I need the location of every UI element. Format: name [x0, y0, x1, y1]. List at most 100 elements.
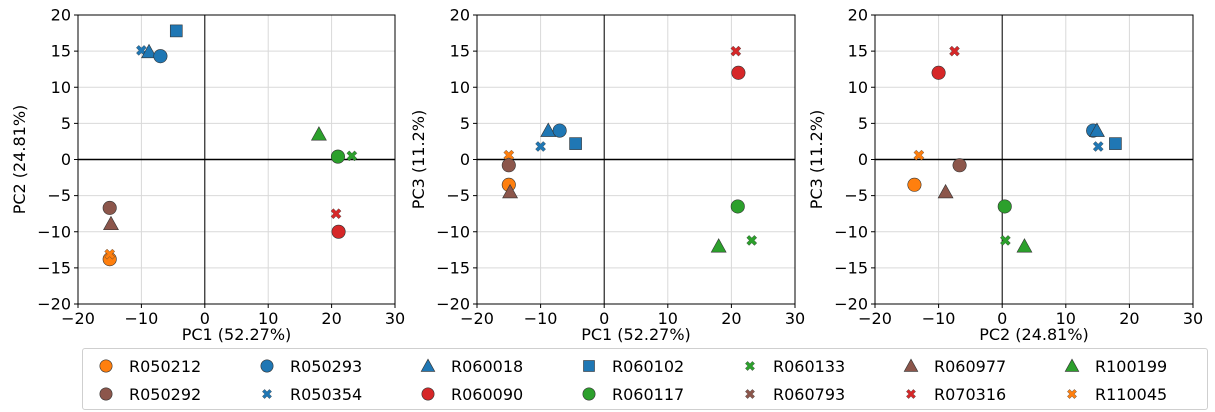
legend-label: R100199	[1095, 356, 1168, 376]
data-point-r060090	[331, 224, 346, 239]
legend-marker-shape	[420, 358, 436, 372]
data-point-r060090	[931, 65, 946, 80]
legend-marker-shape	[745, 389, 755, 399]
data-point-r060977	[937, 183, 954, 199]
y-tick-label: −15	[436, 258, 470, 277]
data-point-r060102	[169, 24, 183, 38]
data-point-r060117	[730, 199, 745, 214]
y-tick-label: 15	[848, 42, 868, 61]
y-tick-label: 10	[51, 78, 71, 97]
legend-label: R110045	[1095, 384, 1168, 404]
legend-label: R050354	[290, 384, 363, 404]
legend-marker-circle-icon	[582, 387, 596, 401]
data-point-r060018	[1089, 122, 1105, 137]
data-point-r100199	[1016, 238, 1033, 253]
legend-marker-shape	[260, 359, 274, 373]
x-tick-label: 20	[1119, 309, 1139, 328]
legend-marker-circle-icon	[260, 359, 274, 373]
y-tick-label: −15	[37, 258, 71, 277]
y-tick-label: 10	[450, 78, 470, 97]
data-point-r050293	[153, 49, 168, 64]
x-tick-label: 0	[200, 309, 210, 328]
scatter-panel-1: −20 −10 0 10 20 30 −20 −15 −10 −5 0 5 10 15 20 PC1 (52.…	[10, 6, 405, 345]
y-tick-label: 15	[450, 42, 470, 61]
scatter-panel-3: −20 −10 0 10 20 30 −20 −15 −10 −5 0 5 10 15 20 PC2 (24.…	[807, 6, 1203, 345]
x-axis-label: PC1 (52.27%)	[182, 325, 292, 344]
y-tick-label: 0	[460, 150, 470, 169]
y-tick-label: −20	[37, 295, 71, 314]
legend-label: R060102	[612, 356, 685, 376]
data-point-r050292	[102, 200, 117, 215]
y-tick-label: 15	[51, 42, 71, 61]
data-point-r050354	[535, 141, 546, 152]
data-point-r060102	[1109, 137, 1122, 150]
x-tick-label: −20	[858, 309, 892, 328]
data-point-r060117	[330, 149, 345, 164]
data-point-r060133	[746, 235, 758, 246]
legend-marker-triangle-icon	[420, 358, 436, 372]
legend-marker-square-icon	[583, 360, 595, 372]
y-axis-label: PC2 (24.81%)	[10, 105, 29, 215]
legend-label: R060090	[451, 384, 524, 404]
y-tick-label: 0	[858, 150, 868, 169]
legend-item-r060977: R060977	[902, 354, 1006, 378]
x-tick-label: 10	[658, 309, 678, 328]
legend-item-r050212: R050212	[97, 354, 201, 378]
data-point-r100199	[710, 238, 727, 253]
data-point-r110045	[503, 149, 515, 161]
legend-label: R060793	[773, 384, 846, 404]
x-tick-label: 30	[385, 309, 405, 328]
x-tick-label: 10	[258, 309, 278, 328]
legend-marker-circle-icon	[421, 387, 435, 401]
data-point-r110045	[913, 149, 925, 161]
data-point-r050212	[907, 177, 922, 192]
legend-item-r100199: R100199	[1063, 354, 1167, 378]
x-tick-label: −10	[524, 309, 558, 328]
x-tick-label: 30	[785, 309, 805, 328]
legend-item-r110045: R110045	[1063, 382, 1167, 406]
legend-marker-shape	[1064, 358, 1080, 372]
legend-marker-shape	[421, 387, 435, 401]
data-point-r060977	[502, 183, 519, 199]
y-tick-label: −10	[834, 222, 868, 241]
legend-label: R060977	[934, 356, 1007, 376]
legend-item-r060102: R060102	[580, 354, 684, 378]
data-point-r070316	[330, 208, 342, 220]
data-point-r050354	[1092, 141, 1104, 152]
charts-area: −20 −10 0 10 20 30 −20 −15 −10 −5 0 5 10 15 20 PC1 (52.…	[10, 6, 1203, 345]
y-tick-label: 20	[848, 6, 868, 25]
y-tick-label: 5	[460, 114, 470, 133]
x-tick-label: 0	[599, 309, 609, 328]
data-point-r060018	[141, 43, 157, 59]
scatter-panel-2: −20 −10 0 10 20 30 −20 −15 −10 −5 0 5 10 15 20 PC1 (52.…	[409, 6, 805, 345]
y-tick-label: −10	[436, 222, 470, 241]
x-tick-label: 0	[997, 309, 1007, 328]
legend: R050212 R050293 R060018 R060102 R060133 R0609…	[82, 348, 1208, 410]
x-tick-label: −20	[61, 309, 95, 328]
legend-marker-shape	[262, 389, 272, 399]
legend-label: R070316	[934, 384, 1007, 404]
x-tick-label: −10	[125, 309, 159, 328]
legend-marker-shape	[99, 359, 113, 373]
data-point-r060977	[103, 215, 119, 231]
x-tick-label: 30	[1183, 309, 1203, 328]
legend-marker-shape	[906, 389, 916, 399]
x-axis-label: PC1 (52.27%)	[581, 325, 691, 344]
y-tick-label: −20	[436, 295, 470, 314]
legend-item-r060133: R060133	[741, 354, 845, 378]
legend-marker-circle-icon	[99, 387, 113, 401]
y-tick-label: −5	[844, 186, 868, 205]
legend-marker-circle-icon	[99, 359, 113, 373]
legend-item-r060018: R060018	[419, 354, 523, 378]
legend-marker-x-icon	[906, 389, 916, 399]
legend-marker-shape	[99, 387, 113, 401]
legend-item-r050354: R050354	[258, 382, 362, 406]
y-axis-label: PC3 (11.2%)	[807, 110, 826, 209]
y-tick-label: −15	[834, 258, 868, 277]
data-point-r070316	[949, 45, 960, 57]
y-tick-label: 5	[858, 114, 868, 133]
legend-label: R050212	[129, 356, 202, 376]
x-tick-label: 10	[1056, 309, 1076, 328]
legend-marker-shape	[1067, 389, 1077, 399]
legend-marker-shape	[583, 360, 595, 372]
